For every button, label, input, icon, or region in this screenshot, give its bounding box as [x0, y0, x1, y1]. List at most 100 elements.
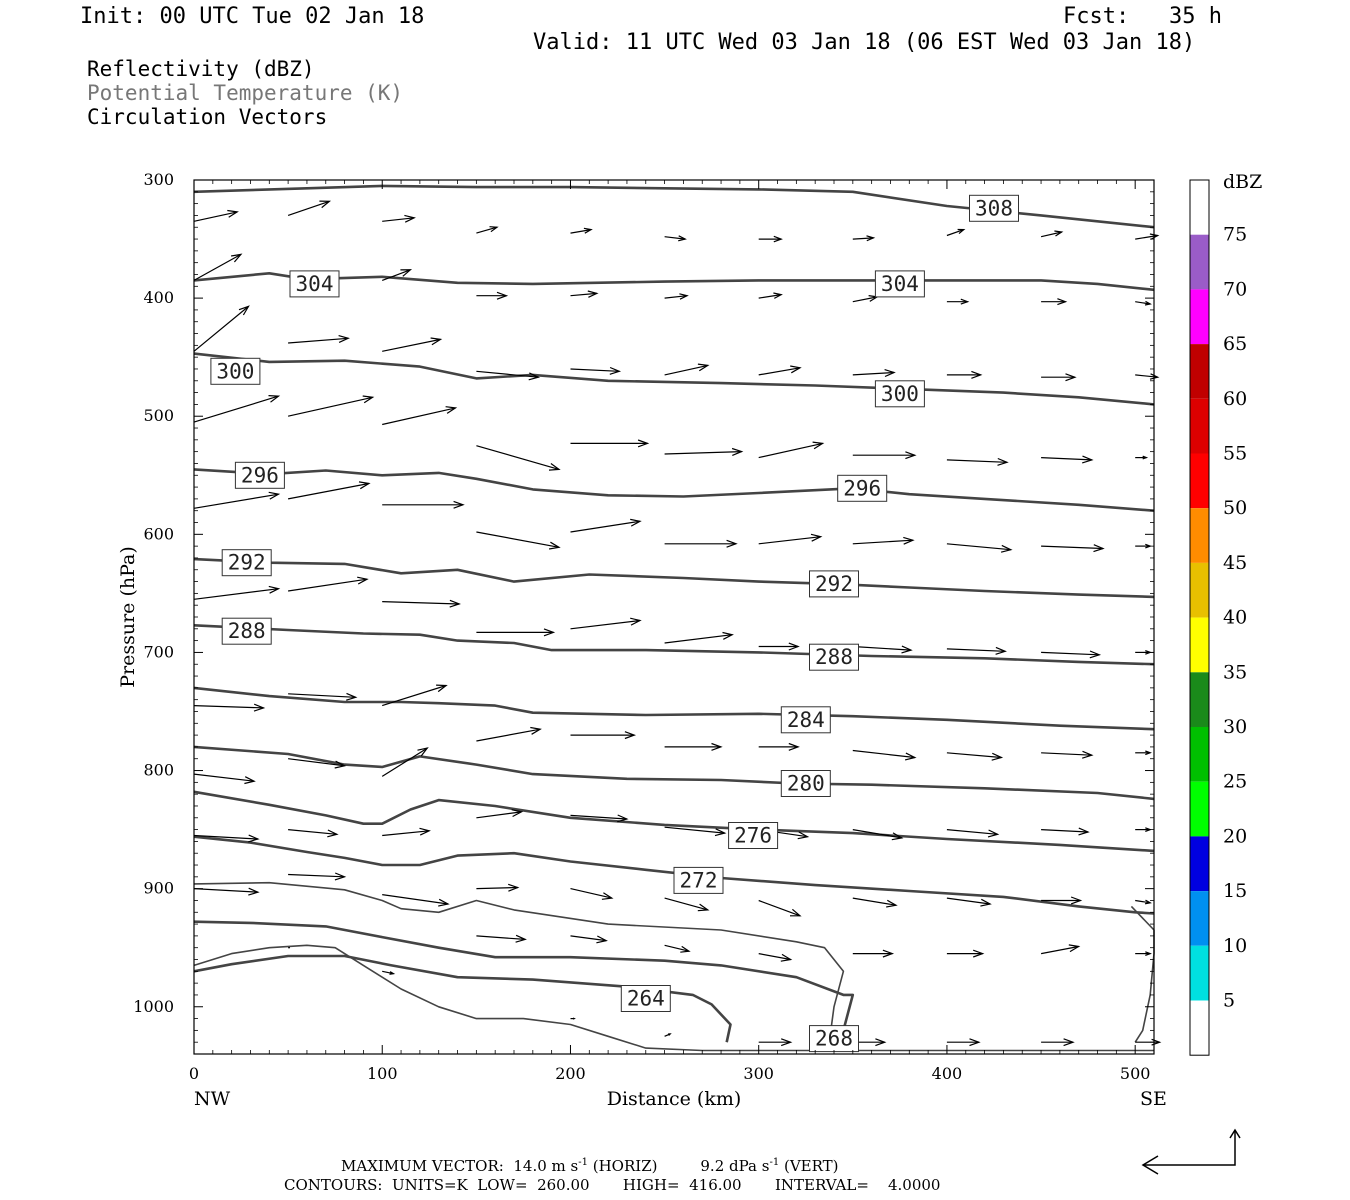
- colorbar-label: 35: [1223, 661, 1247, 683]
- circulation-vector: [1041, 827, 1090, 836]
- circulation-vector: [476, 726, 542, 742]
- plot-frame: [193, 179, 1155, 1055]
- circulation-vector: [382, 894, 450, 907]
- circulation-vector: [382, 337, 443, 352]
- theta-contour-284: [193, 686, 1155, 731]
- circulation-vector: [946, 897, 992, 907]
- circulation-vector: [382, 827, 431, 837]
- circulation-vector: [758, 953, 793, 962]
- var-potential-temperature: Potential Temperature (K): [87, 81, 404, 105]
- circulation-vector: [570, 518, 642, 533]
- colorbar-label: 60: [1223, 388, 1247, 410]
- circulation-vector: [1135, 543, 1152, 549]
- circulation-vector: [476, 883, 520, 892]
- circulation-vector: [193, 773, 256, 785]
- circulation-vector: [193, 491, 281, 509]
- circulation-vector: [758, 1038, 793, 1047]
- contour-label-280: 280: [780, 770, 831, 797]
- circulation-vector: [664, 631, 734, 644]
- colorbar-segment: [1190, 344, 1209, 399]
- svg-text:272: 272: [680, 868, 718, 892]
- colorbar-label: 45: [1223, 552, 1247, 574]
- circulation-vector: [1041, 1038, 1075, 1047]
- contour-label-296: 296: [837, 474, 888, 502]
- circulation-vector: [476, 226, 499, 234]
- circulation-vector: [758, 742, 800, 751]
- x-tick-label: 400: [932, 1064, 963, 1083]
- svg-text:300: 300: [216, 359, 254, 383]
- contour-label-264: 264: [620, 985, 671, 1012]
- circulation-vector: [476, 370, 541, 381]
- svg-text:288: 288: [228, 619, 266, 643]
- circulation-vector: [570, 366, 622, 375]
- circulation-vector: [946, 1038, 981, 1047]
- y-axis-title: Pressure (hPa): [117, 546, 139, 688]
- colorbar-segment: [1190, 453, 1209, 509]
- nw-end-label: NW: [194, 1088, 231, 1110]
- colorbar-label: 10: [1223, 935, 1247, 957]
- theta-contour-264: [193, 954, 732, 1043]
- colorbar-segment: [1190, 781, 1209, 837]
- svg-text:304: 304: [296, 272, 334, 296]
- colorbar-title: dBZ: [1223, 171, 1262, 193]
- circulation-vector: [664, 363, 710, 376]
- contour-info-line: CONTOURS: UNITS=K LOW= 260.00 HIGH= 416.…: [284, 1176, 941, 1194]
- circulation-vector: [852, 749, 917, 761]
- colorbar-label: 65: [1223, 333, 1247, 355]
- circulation-vector: [946, 457, 1009, 466]
- svg-text:264: 264: [627, 987, 665, 1011]
- contour-label-268: 268: [809, 1025, 859, 1053]
- circulation-vector: [570, 731, 637, 740]
- circulation-vector: [852, 897, 898, 908]
- valid-time: Valid: 11 UTC Wed 03 Jan 18 (06 EST Wed …: [533, 30, 1196, 55]
- colorbar-label: 75: [1223, 224, 1247, 246]
- circulation-vector: [570, 814, 629, 823]
- x-tick-label: 0: [189, 1064, 199, 1083]
- circulation-vector: [664, 742, 723, 751]
- circulation-vector: [1041, 750, 1094, 759]
- contour-label-300: 300: [210, 357, 261, 385]
- x-axis-title: Distance (km): [607, 1088, 742, 1110]
- colorbar-label: 30: [1223, 716, 1247, 738]
- axes-layer: 300 400 500 600 700 800 900 1000 0 100 200 300 400 50…: [133, 170, 1155, 1083]
- svg-text:296: 296: [241, 463, 279, 487]
- colorbar-segment: [1190, 234, 1209, 290]
- reference-vector-icon: [1141, 1128, 1241, 1175]
- circulation-vector: [382, 500, 465, 509]
- circulation-vector: [381, 747, 429, 777]
- circulation-vector: [1135, 750, 1152, 756]
- contour-label-304: 304: [874, 270, 925, 298]
- circulation-vector: [382, 684, 448, 707]
- circulation-vector: [852, 536, 915, 545]
- circulation-vector: [852, 369, 896, 378]
- circulation-vector: [193, 887, 260, 896]
- contour-label-288: 288: [809, 643, 859, 671]
- contour-label-296: 296: [234, 461, 285, 489]
- y-tick-label: 900: [143, 879, 174, 898]
- circulation-vector: [570, 439, 650, 448]
- circulation-vector: [758, 365, 802, 376]
- circulation-vector: [288, 576, 369, 592]
- circulation-vector: [193, 395, 281, 423]
- circulation-vector: [946, 752, 1004, 761]
- circulation-vector: [758, 899, 802, 917]
- se-end-label: SE: [1140, 1088, 1167, 1110]
- circulation-vector: [852, 235, 876, 242]
- x-tick-label: 100: [367, 1064, 398, 1083]
- theta-contour-aux-13: [193, 944, 703, 1052]
- contour-label-272: 272: [673, 866, 724, 894]
- theta-contour-280: [193, 745, 1155, 801]
- circulation-vector: [664, 447, 744, 456]
- circulation-vector: [946, 949, 985, 958]
- theta-contour-292: [193, 557, 1155, 599]
- circulation-vector: [288, 829, 339, 838]
- circulation-vector: [852, 645, 913, 654]
- circulation-vector: [664, 235, 687, 242]
- colorbar-segment: [1190, 180, 1209, 235]
- circulation-vector: [1041, 455, 1094, 464]
- contour-label-308: 308: [969, 194, 1019, 222]
- colorbar-segment: [1190, 562, 1209, 618]
- circulation-vector: [1135, 827, 1152, 832]
- circulation-vector: [570, 227, 593, 234]
- circulation-vector: [1041, 373, 1077, 382]
